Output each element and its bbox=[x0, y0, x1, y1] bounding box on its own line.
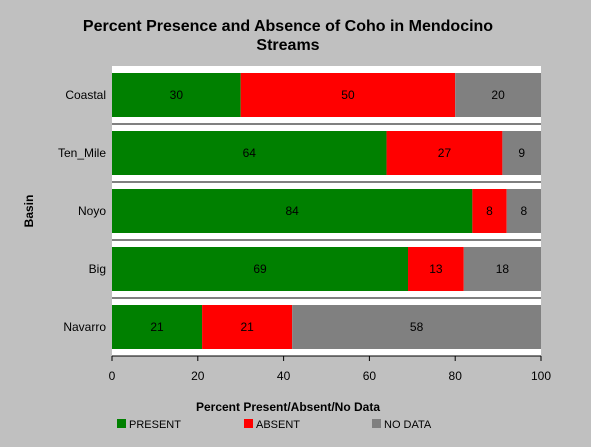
data-label: 27 bbox=[438, 146, 452, 160]
bar-segment-no-data bbox=[455, 73, 541, 117]
legend-label: ABSENT bbox=[256, 419, 300, 431]
x-tick-label: 40 bbox=[277, 369, 291, 383]
category-label: Coastal bbox=[65, 88, 106, 102]
data-label: 58 bbox=[410, 320, 424, 334]
data-label: 8 bbox=[486, 204, 493, 218]
data-label: 50 bbox=[341, 88, 355, 102]
chart-title-line-2: Streams bbox=[256, 37, 319, 54]
data-label: 9 bbox=[518, 146, 525, 160]
x-tick-label: 80 bbox=[449, 369, 463, 383]
x-tick-label: 60 bbox=[363, 369, 377, 383]
category-label: Big bbox=[89, 262, 106, 276]
data-label: 84 bbox=[286, 204, 300, 218]
legend-label: PRESENT bbox=[129, 419, 181, 431]
bar-segment-no-data bbox=[292, 305, 541, 349]
bar-segment-present bbox=[112, 131, 387, 175]
x-axis-title: Percent Present/Absent/No Data bbox=[196, 400, 380, 414]
x-axis-ticks: 0 20 40 60 80 100 bbox=[109, 356, 551, 383]
data-label: 21 bbox=[240, 320, 254, 334]
bar-segment-present bbox=[112, 189, 473, 233]
legend-label: NO DATA bbox=[384, 419, 432, 431]
data-label: 18 bbox=[496, 262, 510, 276]
legend-swatch-absent bbox=[244, 419, 253, 428]
x-tick-label: 20 bbox=[191, 369, 205, 383]
x-tick-label: 100 bbox=[531, 369, 551, 383]
bar-segment-no-data bbox=[463, 247, 541, 291]
data-label: 30 bbox=[170, 88, 184, 102]
bar-segment-present bbox=[112, 305, 203, 349]
legend-swatch-present bbox=[117, 419, 126, 428]
bars-group: 30 50 20 64 27 9 84 8 8 69 13 18 21 21 58 bbox=[112, 73, 541, 349]
data-label: 13 bbox=[429, 262, 443, 276]
legend: PRESENT ABSENT NO DATA bbox=[117, 419, 432, 431]
data-label: 69 bbox=[253, 262, 267, 276]
data-label: 8 bbox=[520, 204, 527, 218]
bar-segment-absent bbox=[386, 131, 503, 175]
bar-segment-absent bbox=[202, 305, 293, 349]
bar-segment-absent bbox=[408, 247, 464, 291]
bar-segment-absent bbox=[472, 189, 507, 233]
category-label: Navarro bbox=[63, 320, 106, 334]
bar-segment-absent bbox=[240, 73, 456, 117]
category-separators bbox=[112, 123, 541, 299]
data-label: 20 bbox=[491, 88, 505, 102]
bar-segment-present bbox=[112, 73, 241, 117]
bar-segment-no-data bbox=[506, 189, 541, 233]
data-label: 64 bbox=[243, 146, 257, 160]
y-axis-title: Basin bbox=[22, 195, 36, 228]
data-label: 21 bbox=[150, 320, 164, 334]
chart-title-line-1: Percent Presence and Absence of Coho in … bbox=[83, 18, 493, 35]
x-tick-label: 0 bbox=[109, 369, 116, 383]
legend-swatch-no-data bbox=[372, 419, 381, 428]
bar-segment-no-data bbox=[502, 131, 541, 175]
category-label: Ten_Mile bbox=[58, 146, 106, 160]
category-label: Noyo bbox=[78, 204, 106, 218]
category-labels: Coastal Ten_Mile Noyo Big Navarro bbox=[58, 88, 106, 334]
bar-segment-present bbox=[112, 247, 409, 291]
